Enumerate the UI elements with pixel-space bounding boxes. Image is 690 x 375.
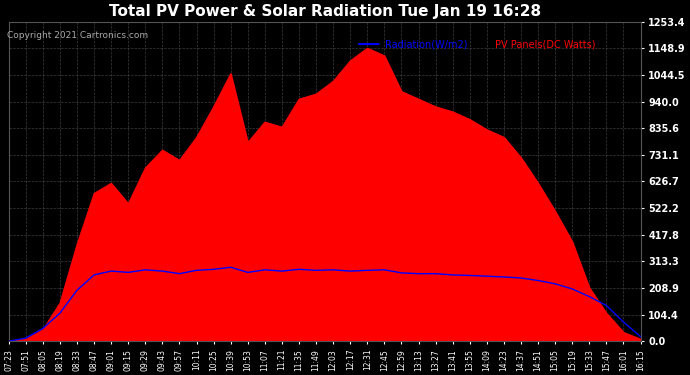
Title: Total PV Power & Solar Radiation Tue Jan 19 16:28: Total PV Power & Solar Radiation Tue Jan… [108,4,541,19]
Text: Copyright 2021 Cartronics.com: Copyright 2021 Cartronics.com [7,30,148,39]
Text: PV Panels(DC Watts): PV Panels(DC Watts) [495,39,595,49]
Text: Radiation(W/m2): Radiation(W/m2) [384,39,467,49]
